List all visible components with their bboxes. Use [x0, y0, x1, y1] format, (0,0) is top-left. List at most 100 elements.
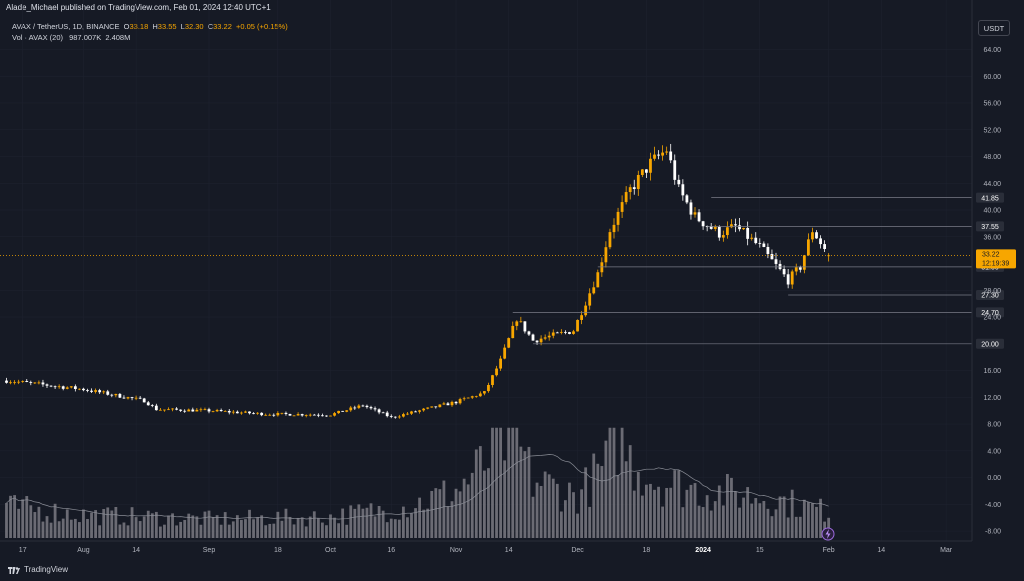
candle-body [515, 321, 519, 326]
volume-bar [527, 446, 531, 538]
candle-body [499, 358, 502, 369]
volume-bar [442, 480, 446, 538]
candle-body [296, 414, 300, 416]
currency-button[interactable]: USDT [978, 20, 1010, 36]
volume-bar [29, 505, 33, 538]
y-tick-label: -8.00 [985, 529, 1001, 536]
volume-bar [628, 445, 632, 538]
volume-bar [454, 488, 458, 538]
volume-indicator-name[interactable]: Vol · AVAX (20) [12, 33, 63, 42]
volume-bar [665, 487, 669, 538]
volume-bar [446, 506, 450, 538]
candle-body [685, 195, 689, 203]
candle-body [790, 271, 794, 285]
level-label: 24.70 [981, 310, 999, 317]
volume-bar [624, 461, 628, 538]
volume-bar [292, 524, 296, 538]
volume-bar [766, 508, 770, 538]
symbol-name[interactable]: AVAX / TetherUS, 1D, BINANCE [12, 22, 120, 31]
x-tick-label: 18 [643, 547, 651, 554]
volume-bar [223, 512, 227, 538]
volume-bar [389, 518, 393, 538]
tradingview-footer[interactable]: TradingView [8, 565, 68, 574]
candle-body [438, 404, 442, 408]
volume-bar [499, 427, 502, 538]
volume-bar [632, 490, 636, 538]
symbol-legend: AVAX / TetherUS, 1D, BINANCE O33.18 H33.… [12, 22, 288, 31]
volume-bar [203, 511, 207, 538]
volume-bar [673, 470, 677, 538]
candle-body [604, 247, 608, 263]
candle-body [353, 407, 357, 409]
y-tick-label: 0.00 [987, 475, 1001, 482]
candle-body [321, 415, 324, 417]
volume-bar [572, 492, 575, 538]
candle-body [90, 390, 93, 392]
volume-bar [596, 463, 600, 538]
candle-body [325, 415, 328, 417]
candle-body [770, 254, 774, 260]
candle-body [689, 202, 693, 215]
candle-body [572, 331, 575, 334]
volume-bar [410, 513, 413, 538]
volume-bar [462, 478, 466, 538]
candle-body [240, 412, 243, 414]
volume-bar [402, 506, 405, 538]
candle-body [94, 390, 97, 392]
y-tick-label: 8.00 [987, 422, 1001, 429]
volume-bar [503, 460, 507, 538]
candle-body [564, 331, 567, 333]
candle-body [33, 382, 37, 384]
candle-body [470, 396, 474, 398]
candle-body [308, 414, 312, 416]
candle-body [543, 337, 547, 339]
volume-bar [564, 500, 567, 538]
x-tick-label: Mar [940, 547, 953, 554]
y-tick-label: 48.00 [983, 154, 1001, 161]
volume-bar [187, 513, 191, 538]
candle-body [819, 238, 822, 245]
candle-body [430, 406, 434, 408]
volume-bar [782, 496, 786, 538]
volume-bar [397, 519, 401, 538]
candle-body [547, 335, 551, 338]
time-axis: 17 Aug 14 Sep 18 Oct 16 Nov 14 Dec 18 2024 15 Feb 14 Ma… [0, 540, 972, 554]
volume-bar [555, 483, 559, 538]
volume-bar [17, 508, 21, 538]
candle-body [244, 411, 247, 413]
volume-bar [568, 482, 571, 538]
candle-body [612, 224, 616, 233]
candle-body [782, 269, 786, 275]
volume-bar [438, 489, 442, 538]
tradingview-logo-icon [8, 566, 20, 574]
level-tag [976, 289, 1004, 300]
volume-bar [478, 446, 482, 538]
candle-body [215, 410, 219, 412]
y-tick-label: 60.00 [983, 74, 1001, 81]
volume-value: 987.007K [69, 33, 102, 42]
level-label: 27.30 [981, 293, 999, 300]
volume-bar [811, 503, 814, 538]
candle-body [110, 394, 114, 396]
candle-body [369, 407, 373, 409]
candle-body [252, 413, 255, 415]
volume-bar [284, 508, 288, 538]
volume-bar [53, 503, 57, 538]
bolt-icon[interactable] [821, 527, 835, 541]
candle-body [503, 347, 507, 359]
y-tick-label: 56.00 [983, 101, 1001, 108]
volume-bar [515, 427, 519, 538]
candle-body [657, 154, 660, 156]
candle-body [511, 325, 515, 339]
volume-bar [57, 521, 61, 538]
candle-body [264, 414, 268, 416]
candle-body [632, 187, 636, 190]
volume-bar [466, 484, 470, 538]
candle-body [551, 332, 555, 336]
candle-body [462, 398, 466, 400]
volume-bar [470, 472, 474, 538]
candle-body [389, 416, 393, 417]
volume-bar [248, 509, 251, 538]
candle-body [823, 244, 826, 249]
